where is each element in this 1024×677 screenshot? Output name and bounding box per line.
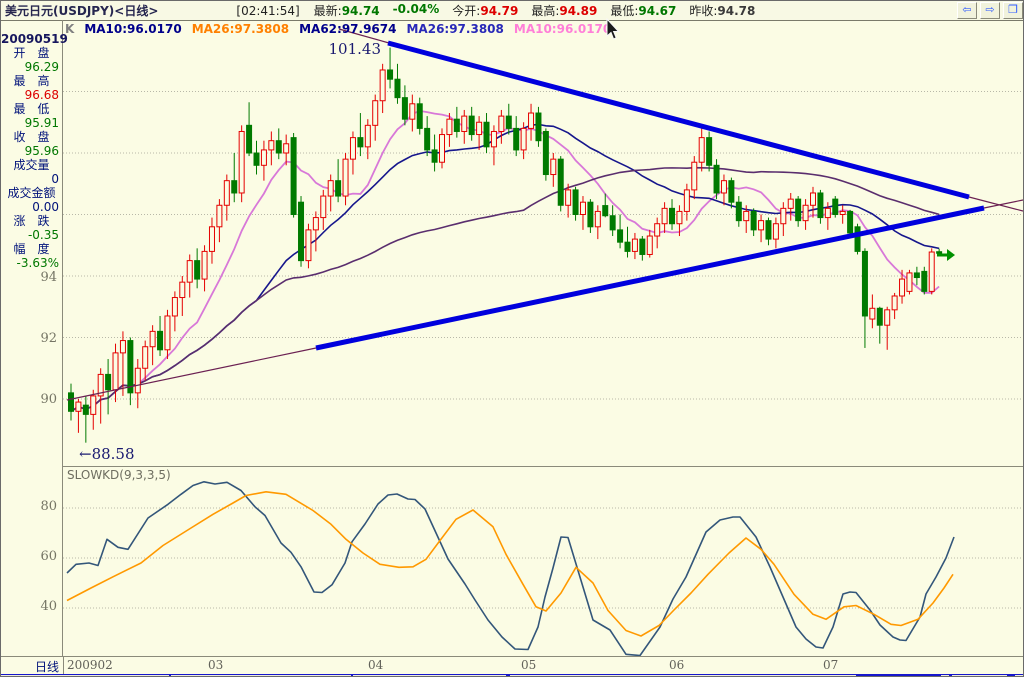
quote-item: 最新:94.74 — [313, 4, 380, 18]
legend-item: MA26:97.3808 — [406, 22, 504, 36]
x-axis-tick: 05 — [521, 658, 537, 672]
windows-button[interactable]: ❐ — [1003, 2, 1023, 19]
x-axis-tick: 06 — [669, 658, 685, 672]
candlestick-chart[interactable]: 101.43 ←88.58 — [63, 20, 1024, 466]
forward-button[interactable]: ⇨ — [980, 2, 1000, 19]
y-axis-tick: 60 — [40, 549, 57, 564]
legend-item: MA10:96.0170 — [84, 22, 182, 36]
quote-field: 开 盘 96.29 — [13, 46, 59, 74]
y-axis-tick: 90 — [40, 392, 57, 407]
quote-field: 成交量 0 — [13, 158, 59, 186]
legend-item: MA10:96.0170 — [513, 22, 612, 36]
x-axis-tick: 200902 — [67, 658, 113, 672]
back-button[interactable]: ⇦ — [957, 2, 977, 19]
legend-item: MA62:97.9674 — [299, 22, 397, 36]
ma-legend: K MA10:96.0170 MA26:97.3808 MA62:97.9674 MA2… — [65, 22, 621, 36]
y-axis-tick: 94 — [40, 270, 57, 285]
clipped-window-edge — [1, 674, 1023, 676]
indicator-pane[interactable] — [63, 466, 1024, 661]
y-axis-tick: 92 — [40, 331, 57, 346]
quote-fields: 开 盘 96.29 最 高 96.68 最 低 95.91 收 盘 95.96 成交量 0 成交金额… — [1, 46, 62, 270]
y-axis-tick: 40 — [40, 599, 57, 614]
slowkd-chart[interactable] — [63, 467, 1024, 657]
main-chart-pane[interactable]: 101.43 ←88.58 — [63, 20, 1024, 470]
indicator-label: SLOWKD(9,3,3,5) — [67, 468, 171, 482]
clock: [02:41:54] — [236, 3, 300, 18]
quote-item: 最高:94.89 — [531, 4, 598, 18]
quote-field: 幅 度 -3.63% — [13, 242, 59, 270]
quote-field: 涨 跌 -0.35 — [13, 214, 59, 242]
quote-item: 昨收:94.78 — [689, 4, 756, 18]
quote-field: 最 高 96.68 — [13, 74, 59, 102]
quote-item: 最低:94.67 — [610, 4, 677, 18]
y-axis-tick: 80 — [40, 499, 57, 514]
quote-field: 最 低 95.91 — [13, 102, 59, 130]
axis-divider — [63, 657, 64, 674]
x-axis-tick: 04 — [368, 658, 384, 672]
quote-bar: 美元日元(USDJPY)<日线> [02:41:54] 最新:94.74 -0.0… — [1, 1, 1023, 21]
quote-item: -0.04% — [392, 2, 440, 16]
symbol-title: 美元日元(USDJPY)<日线> — [5, 4, 159, 18]
time-axis: 日线 200902 03 04 05 06 07 — [1, 656, 1023, 674]
quote-sidebar: 20090519 开 盘 96.29 最 高 96.68 最 低 95.91 收 盘 95.9… — [1, 20, 68, 656]
high-annotation: 101.43 — [329, 40, 382, 58]
x-axis-tick: 03 — [208, 658, 224, 672]
period-label[interactable]: 日线 — [34, 660, 59, 674]
legend-item: MA26:97.3808 — [191, 22, 290, 36]
x-axis-tick: 07 — [823, 658, 839, 672]
quote-item: 今开:94.79 — [452, 4, 519, 18]
quote-field: 收 盘 95.96 — [13, 130, 59, 158]
slowkd-d-line — [66, 490, 954, 637]
low-annotation: ←88.58 — [79, 445, 135, 463]
quote-values: 最新:94.74 -0.04% 今开:94.79 最高:94.89 最低:94.67 昨收… — [314, 2, 769, 19]
quote-field: 成交金额 0.00 — [7, 186, 59, 214]
legend-item: K — [65, 22, 75, 36]
mouse-cursor — [606, 18, 620, 40]
nav-buttons: ⇦ ⇨ ❐ — [954, 2, 1023, 19]
latest-marker-icon — [937, 249, 955, 261]
selected-date: 20090519 — [1, 32, 68, 46]
